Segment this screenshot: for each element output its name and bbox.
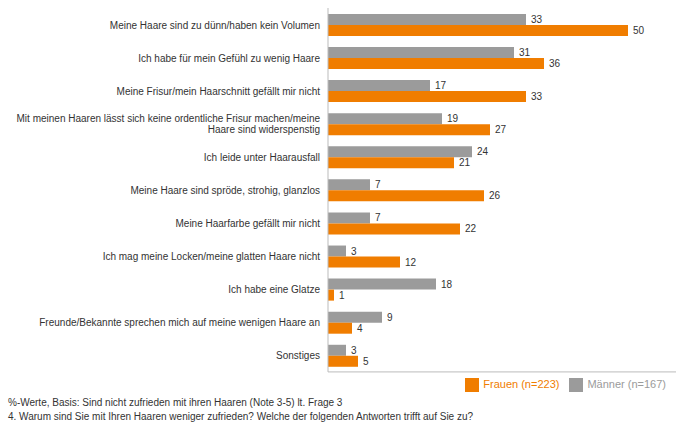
svg-text:33: 33 [531,14,543,25]
html-text:Frauen (n=223): Frauen (n=223) [483,377,560,390]
svg-text:Meine Haarfarbe gefällt mir ni: Meine Haarfarbe gefällt mir nicht [175,218,320,229]
svg-text:Ich mag meine Locken/meine gla: Ich mag meine Locken/meine glatten Haare… [103,251,321,262]
svg-text:33: 33 [531,91,543,102]
svg-text:31: 31 [519,47,531,58]
svg-text:21: 21 [459,157,471,168]
svg-text:27: 27 [495,124,507,135]
svg-text:Mit meinen Haaren lässt sich k: Mit meinen Haaren lässt sich keine orden… [17,113,321,135]
svg-text:9: 9 [387,312,393,323]
svg-text:Ich habe eine Glatze: Ich habe eine Glatze [228,284,320,295]
svg-text:12: 12 [405,257,417,268]
svg-text:Sonstiges: Sonstiges [276,350,320,361]
svg-text:Meine Frisur/mein Haarschnitt: Meine Frisur/mein Haarschnitt gefällt mi… [117,85,321,96]
svg-text:7: 7 [375,212,381,223]
svg-text:Ich habe für mein Gefühl zu we: Ich habe für mein Gefühl zu wenig Haare [138,52,320,63]
svg-text:1: 1 [339,290,345,301]
svg-text:36: 36 [549,58,561,69]
svg-text:26: 26 [489,190,501,201]
html-text:%-Werte, Basis: Sind nicht zuf: %-Werte, Basis: Sind nicht zufrieden mit… [8,397,343,408]
svg-text:22: 22 [465,223,477,234]
svg-text:50: 50 [633,25,645,36]
svg-text:18: 18 [441,279,453,290]
svg-text:3: 3 [351,246,357,257]
svg-text:17: 17 [435,80,447,91]
svg-text:5: 5 [363,356,369,367]
html-text:4. Warum sind Sie mit Ihren Ha: 4. Warum sind Sie mit Ihren Haaren wenig… [8,411,474,422]
svg-text:Freunde/Bekannte sprechen mich: Freunde/Bekannte sprechen mich auf meine… [39,317,320,328]
svg-text:7: 7 [375,179,381,190]
svg-text:19: 19 [447,113,459,124]
svg-text:3: 3 [351,345,357,356]
html-text:Männer (n=167): Männer (n=167) [587,377,666,390]
svg-text:24: 24 [477,146,489,157]
svg-text:Meine Haare sind spröde, stroh: Meine Haare sind spröde, strohig, glanzl… [130,184,320,195]
svg-text:Ich leide unter Haarausfall: Ich leide unter Haarausfall [204,151,320,162]
svg-text:Meine Haare sind zu dünn/haben: Meine Haare sind zu dünn/haben kein Volu… [110,19,320,30]
svg-text:4: 4 [357,323,363,334]
